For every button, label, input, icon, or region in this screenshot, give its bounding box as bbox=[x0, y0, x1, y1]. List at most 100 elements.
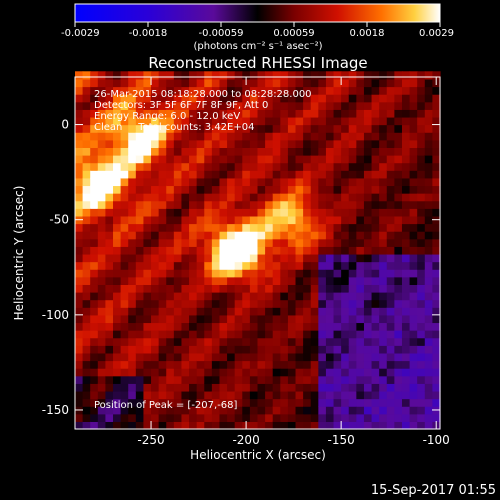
heatmap-cell bbox=[242, 200, 251, 209]
heatmap-cell bbox=[97, 155, 107, 164]
heatmap-cell bbox=[303, 284, 312, 293]
heatmap-cell bbox=[424, 390, 433, 400]
heatmap-cell bbox=[181, 71, 190, 80]
heatmap-cell bbox=[348, 276, 357, 285]
heatmap-cell bbox=[219, 276, 228, 285]
heatmap-cell bbox=[432, 193, 441, 202]
heatmap-cell bbox=[189, 253, 198, 263]
colorbar-tick-label: -0.00059 bbox=[199, 28, 244, 39]
heatmap-cell bbox=[325, 124, 335, 133]
heatmap-cell bbox=[249, 200, 259, 209]
heatmap-cell bbox=[272, 215, 281, 225]
heatmap-cell bbox=[120, 86, 129, 95]
heatmap-cell bbox=[227, 124, 236, 133]
heatmap-cell bbox=[242, 368, 251, 377]
heatmap-cell bbox=[82, 94, 91, 103]
heatmap-cell bbox=[356, 185, 365, 194]
heatmap-cell bbox=[227, 170, 236, 179]
heatmap-cell bbox=[211, 231, 221, 240]
heatmap-cell bbox=[82, 375, 91, 384]
heatmap-cell bbox=[181, 413, 190, 422]
heatmap-cell bbox=[249, 109, 259, 118]
heatmap-cell bbox=[227, 155, 236, 164]
heatmap-cell bbox=[333, 231, 342, 240]
heatmap-cell bbox=[295, 314, 304, 324]
heatmap-cell bbox=[143, 307, 152, 316]
heatmap-cell bbox=[295, 284, 304, 293]
heatmap-cell bbox=[204, 253, 213, 263]
heatmap-cell bbox=[113, 360, 122, 369]
heatmap-cell bbox=[181, 276, 190, 285]
heatmap-cell bbox=[424, 162, 433, 171]
heatmap-cell bbox=[151, 147, 160, 156]
x-axis-label: Heliocentric X (arcsec) bbox=[190, 448, 326, 462]
heatmap-cell bbox=[287, 116, 297, 126]
heatmap-cell bbox=[432, 322, 441, 331]
heatmap-cell bbox=[82, 200, 91, 209]
heatmap-cell bbox=[90, 337, 99, 346]
heatmap-cell bbox=[249, 330, 259, 339]
heatmap-cell bbox=[219, 253, 228, 263]
heatmap-cell bbox=[242, 314, 251, 324]
heatmap-cell bbox=[173, 292, 183, 301]
heatmap-cell bbox=[341, 352, 350, 362]
heatmap-cell bbox=[181, 177, 190, 187]
heatmap-cell bbox=[219, 413, 228, 422]
heatmap-cell bbox=[379, 253, 388, 263]
heatmap-cell bbox=[341, 86, 350, 95]
heatmap-cell bbox=[196, 421, 205, 430]
heatmap-cell bbox=[341, 261, 350, 270]
heatmap-cell bbox=[386, 246, 395, 255]
heatmap-cell bbox=[348, 322, 357, 331]
heatmap-cell bbox=[257, 170, 266, 179]
heatmap-cell bbox=[173, 345, 183, 354]
heatmap-cell bbox=[394, 231, 403, 240]
heatmap-cell bbox=[394, 292, 403, 301]
heatmap-cell bbox=[189, 71, 198, 80]
heatmap-cell bbox=[128, 345, 137, 354]
heatmap-cell bbox=[173, 246, 183, 255]
heatmap-cell bbox=[409, 269, 418, 278]
y-tick-label: -150 bbox=[42, 403, 69, 417]
heatmap-cell bbox=[401, 330, 411, 339]
heatmap-cell bbox=[90, 330, 99, 339]
heatmap-cell bbox=[249, 101, 259, 110]
heatmap-cell bbox=[310, 162, 319, 171]
heatmap-cell bbox=[379, 299, 388, 308]
heatmap-cell bbox=[280, 101, 289, 110]
heatmap-cell bbox=[211, 101, 221, 110]
heatmap-cell bbox=[363, 185, 373, 194]
heatmap-cell bbox=[348, 101, 357, 110]
heatmap-cell bbox=[113, 368, 122, 377]
heatmap-cell bbox=[113, 421, 122, 430]
heatmap-cell bbox=[409, 147, 418, 156]
heatmap-cell bbox=[341, 132, 350, 141]
heatmap-cell bbox=[242, 223, 251, 232]
heatmap-cell bbox=[242, 147, 251, 156]
heatmap-cell bbox=[143, 413, 152, 422]
heatmap-cell bbox=[348, 170, 357, 179]
annotation-clean-totals: Clean Total counts: 3.42E+04 bbox=[94, 122, 254, 133]
heatmap-cell bbox=[189, 116, 198, 126]
heatmap-cell bbox=[204, 101, 213, 110]
heatmap-cell bbox=[181, 352, 190, 362]
heatmap-cell bbox=[394, 170, 403, 179]
heatmap-cell bbox=[97, 360, 107, 369]
heatmap-cell bbox=[287, 261, 297, 270]
heatmap-cell bbox=[151, 345, 160, 354]
heatmap-cell bbox=[341, 307, 350, 316]
heatmap-cell bbox=[303, 261, 312, 270]
heatmap-cell bbox=[120, 352, 129, 362]
heatmap-cell bbox=[424, 398, 433, 407]
heatmap-cell bbox=[204, 185, 213, 194]
heatmap-cell bbox=[379, 132, 388, 141]
heatmap-cell bbox=[143, 200, 152, 209]
heatmap-cell bbox=[75, 155, 84, 164]
heatmap-cell bbox=[204, 147, 213, 156]
heatmap-cell bbox=[356, 170, 365, 179]
heatmap-cell bbox=[135, 155, 145, 164]
heatmap-cell bbox=[189, 276, 198, 285]
heatmap-cell bbox=[371, 223, 380, 232]
heatmap-cell bbox=[173, 314, 183, 324]
heatmap-cell bbox=[113, 345, 122, 354]
